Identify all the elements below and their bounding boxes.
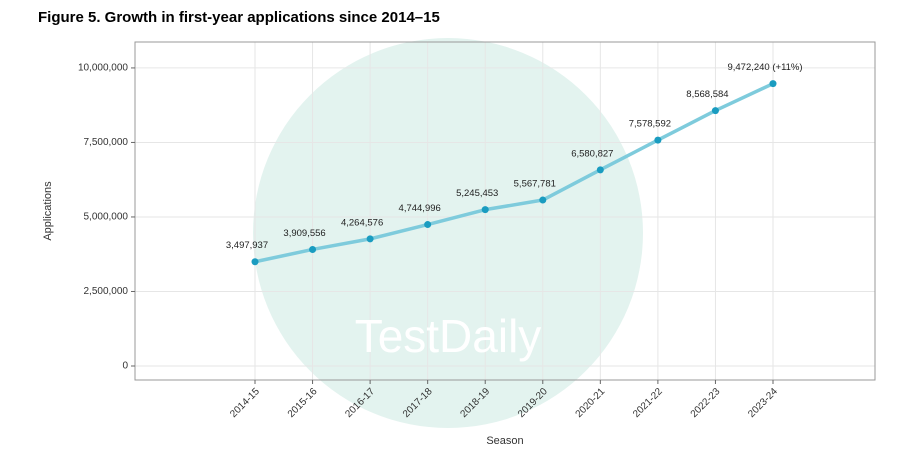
y-tick-label: 2,500,000: [84, 286, 129, 297]
y-tick-label: 7,500,000: [84, 137, 129, 148]
data-label: 7,578,592: [629, 119, 671, 130]
data-label: 5,245,453: [456, 188, 498, 199]
y-tick-label: 5,000,000: [84, 212, 129, 223]
data-label: 3,909,556: [283, 228, 325, 239]
data-label: 4,744,996: [399, 203, 441, 214]
point: [539, 196, 547, 204]
y-tick-label: 10,000,000: [78, 63, 128, 74]
line: [254, 82, 774, 264]
x-tick-label: 2022-23: [689, 386, 723, 420]
y-tick-label: 0: [122, 361, 128, 372]
point: [596, 166, 604, 174]
x-tick-label: 2020-21: [574, 386, 608, 420]
data-label: 3,497,937: [226, 240, 268, 251]
y-axis-title: Applications: [42, 181, 54, 241]
chart-title: Figure 5. Growth in first-year applicati…: [38, 9, 440, 26]
data-label: 5,567,781: [514, 179, 556, 190]
data-label: 8,568,584: [686, 89, 728, 100]
data-label: 6,580,827: [571, 148, 613, 159]
plot-frame: [134, 41, 876, 381]
x-tick-label: 2015-16: [286, 386, 320, 420]
watermark: TestDaily: [355, 310, 542, 362]
point: [309, 245, 317, 253]
watermark-circle: [253, 38, 643, 428]
data-label: 9,472,240 (+11%): [727, 62, 802, 73]
point: [366, 235, 374, 243]
x-axis-title: Season: [486, 435, 523, 447]
point: [711, 107, 719, 115]
x-tick-label: 2014-15: [228, 386, 262, 420]
x-tick-label: 2021-22: [631, 386, 665, 420]
point: [654, 136, 662, 144]
data-label: 4,264,576: [341, 217, 383, 228]
point: [481, 206, 489, 214]
point: [424, 221, 432, 229]
x-tick-label: 2023-24: [746, 386, 780, 420]
point: [251, 258, 259, 266]
point: [769, 80, 777, 88]
